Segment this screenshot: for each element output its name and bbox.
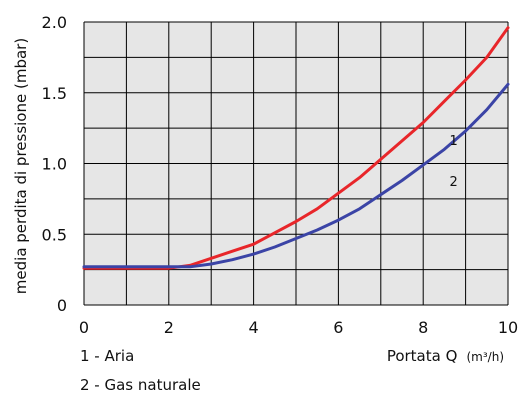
legend-entry-1: 1 - Aria [80, 347, 134, 365]
x-tick-label: 2 [164, 318, 174, 337]
x-tick-label: 4 [249, 318, 259, 337]
x-axis-title: Portata Q (m³/h) [387, 346, 504, 365]
x-axis-title-unit: (m³/h) [466, 350, 504, 364]
series-label-1: 1 [449, 134, 457, 149]
y-tick-label: 0.5 [42, 225, 67, 244]
x-tick-label: 6 [333, 318, 343, 337]
x-tick-label: 8 [418, 318, 428, 337]
grid [83, 21, 509, 306]
y-tick-label: 1.5 [42, 84, 67, 103]
y-axis-title: media perdita di pressione (mbar) [12, 38, 30, 294]
series-layer: 12 [82, 26, 510, 270]
x-axis-title-label: Portata Q [387, 347, 458, 365]
y-tick-label: 2.0 [42, 13, 67, 32]
x-tick-label: 10 [498, 318, 518, 337]
x-tick-label: 0 [79, 318, 89, 337]
y-tick-label: 0 [57, 296, 67, 315]
series-label-2: 2 [449, 175, 457, 190]
tick-labels: 0 2 4 6 8 10 0 0.5 1.0 1.5 2.0 [42, 13, 519, 337]
legend-entry-2: 2 - Gas naturale [80, 376, 201, 394]
series-line-2 [82, 82, 510, 269]
y-tick-label: 1.0 [42, 155, 67, 174]
